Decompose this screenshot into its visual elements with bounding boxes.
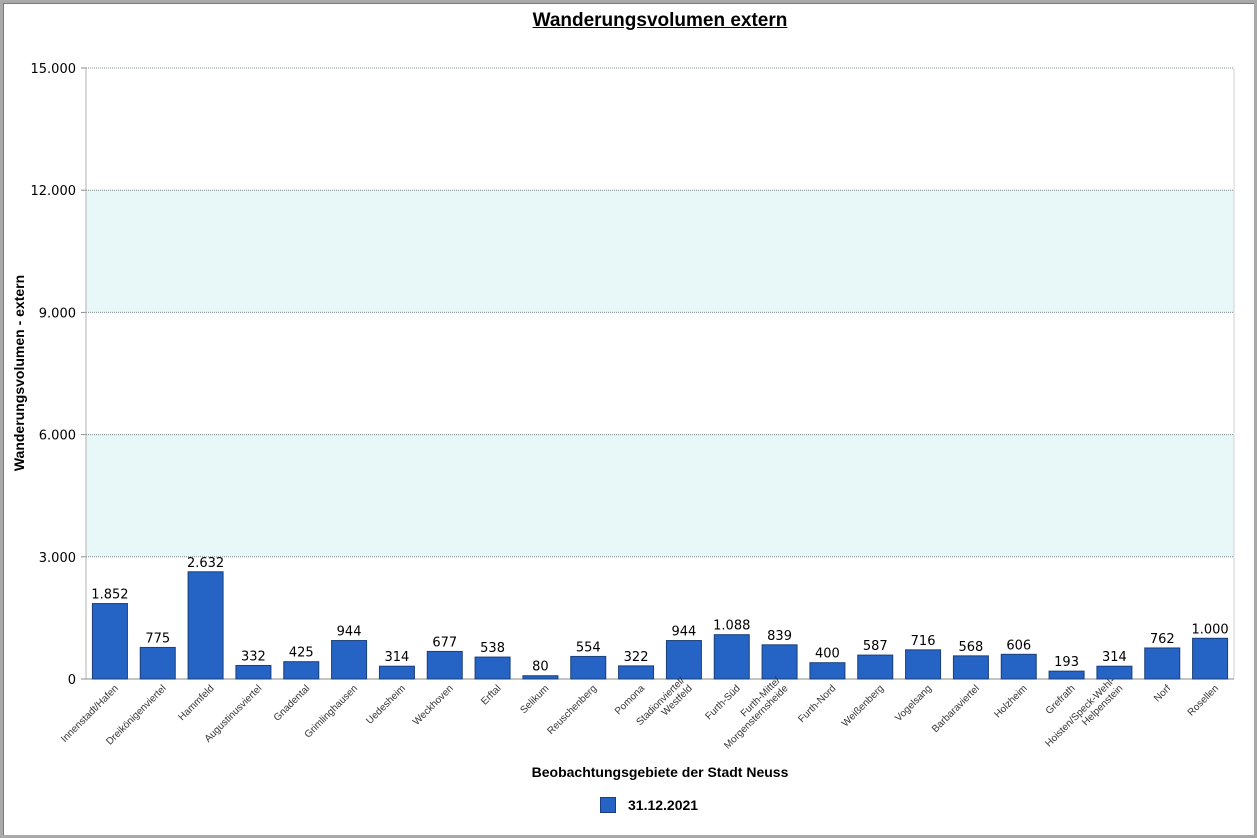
- x-category-label-6: Uedesheim: [364, 683, 408, 727]
- x-category-label-line: Furth-Nord: [796, 683, 838, 725]
- bar-value-label-18: 568: [959, 640, 984, 655]
- bar-value-label-14: 839: [767, 629, 792, 644]
- x-category-label-8: Erftal: [479, 683, 503, 707]
- bar-14: [761, 644, 798, 680]
- bar-value-label-19: 606: [1006, 638, 1031, 653]
- y-tick-label-2: 6.000: [39, 429, 76, 444]
- bar-value-label-0: 1.852: [91, 588, 128, 603]
- bar-4: [283, 661, 320, 680]
- bar-value-label-5: 944: [337, 625, 362, 640]
- bar-value-label-17: 716: [911, 634, 936, 649]
- x-category-label-line: Holzheim: [992, 683, 1029, 720]
- bar-value-label-4: 425: [289, 646, 314, 661]
- legend-label: 31.12.2021: [628, 797, 699, 813]
- bar-value-label-7: 677: [432, 635, 457, 650]
- grid-band-0: [86, 434, 1234, 557]
- chart-title: Wanderungsvolumen extern: [532, 10, 788, 31]
- bar-11: [618, 665, 655, 680]
- bar-value-label-11: 322: [624, 650, 649, 665]
- bar-7: [426, 650, 463, 680]
- chart-frame: [3, 3, 1254, 835]
- bar-value-label-13: 1.088: [713, 619, 750, 634]
- x-category-label-19: Holzheim: [992, 683, 1029, 720]
- bar-value-label-3: 332: [241, 649, 266, 664]
- bar-value-label-23: 1.000: [1191, 622, 1228, 637]
- legend: 31.12.2021: [600, 797, 698, 813]
- bar-13: [713, 634, 750, 680]
- bar-9: [522, 675, 559, 680]
- bar-22: [1144, 647, 1181, 680]
- x-category-label-line: Uedesheim: [364, 683, 408, 727]
- bar-23: [1192, 637, 1229, 680]
- x-category-label-12: Stadionviertel/Westfeld: [634, 675, 695, 736]
- bar-10: [570, 655, 607, 680]
- x-category-label-10: Reuschenberg: [545, 683, 599, 737]
- bar-5: [331, 640, 368, 680]
- bar-value-label-22: 762: [1150, 632, 1175, 647]
- bar-value-label-15: 400: [815, 647, 840, 662]
- x-category-label-22: Norf: [1152, 683, 1173, 704]
- x-category-label-13: Furth-Süd: [703, 683, 742, 722]
- bar-value-label-12: 944: [672, 625, 697, 640]
- x-category-label-9: Selikum: [518, 683, 551, 716]
- bar-12: [665, 640, 702, 680]
- x-category-label-16: Weißenberg: [840, 683, 886, 729]
- bar-6: [378, 665, 415, 680]
- bar-value-label-2: 2.632: [187, 556, 224, 571]
- x-category-label-line: Reuschenberg: [545, 683, 599, 737]
- x-category-label-15: Furth-Nord: [796, 683, 838, 725]
- x-category-label-line: Gnadental: [272, 683, 312, 723]
- x-category-label-2: Hammfeld: [177, 683, 217, 723]
- x-category-label-line: Erftal: [479, 683, 503, 707]
- y-tick-label-5: 15.000: [31, 62, 77, 77]
- grid-band-1: [86, 190, 1234, 313]
- bar-20: [1048, 670, 1085, 680]
- bar-value-label-21: 314: [1102, 650, 1127, 665]
- x-category-label-line: Hammfeld: [177, 683, 217, 723]
- y-tick-label-1: 3.000: [39, 551, 76, 566]
- bar-18: [952, 655, 989, 680]
- x-category-label-line: Vogelsang: [893, 683, 934, 724]
- x-category-label-23: Rosellen: [1186, 683, 1221, 718]
- bar-value-label-10: 554: [576, 640, 601, 655]
- bar-value-label-1: 775: [145, 631, 170, 646]
- x-axis-title: Beobachtungsgebiete der Stadt Neuss: [531, 764, 789, 780]
- x-category-label-17: Vogelsang: [893, 683, 934, 724]
- bar-value-label-6: 314: [385, 650, 410, 665]
- bar-15: [809, 662, 846, 680]
- x-category-label-18: Barbaraviertel: [930, 683, 982, 735]
- bar-0: [91, 603, 128, 680]
- x-category-label-line: Weckhoven: [411, 683, 456, 728]
- bar-19: [1000, 653, 1037, 680]
- bar-value-label-8: 538: [480, 641, 505, 656]
- bar-1: [139, 646, 176, 680]
- bar-3: [235, 664, 272, 680]
- x-category-label-line: Selikum: [518, 683, 551, 716]
- x-category-label-line: Furth-Süd: [703, 683, 742, 722]
- x-category-label-4: Gnadental: [272, 683, 312, 723]
- legend-swatch: [600, 797, 616, 813]
- bar-value-label-20: 193: [1054, 655, 1079, 670]
- bar-8: [474, 656, 511, 680]
- x-category-label-21: Hoisten/Speck-Wehl-Helpenstein: [1044, 675, 1126, 757]
- x-category-label-line: Norf: [1152, 683, 1173, 704]
- bar-value-label-9: 80: [532, 660, 549, 675]
- x-category-label-7: Weckhoven: [411, 683, 456, 728]
- bar-17: [905, 649, 942, 680]
- x-category-label-14: Furth-Mitte/Morgensternsheide: [714, 675, 790, 751]
- x-category-label-line: Barbaraviertel: [930, 683, 982, 735]
- y-tick-label-0: 0: [68, 673, 76, 688]
- bar-16: [857, 654, 894, 680]
- bar-value-label-16: 587: [863, 639, 888, 654]
- bar-2: [187, 571, 224, 680]
- bar-21: [1096, 665, 1133, 680]
- x-category-label-line: Weißenberg: [840, 683, 886, 729]
- y-tick-label-3: 9.000: [39, 306, 76, 321]
- y-tick-label-4: 12.000: [31, 184, 77, 199]
- x-category-label-line: Rosellen: [1186, 683, 1221, 718]
